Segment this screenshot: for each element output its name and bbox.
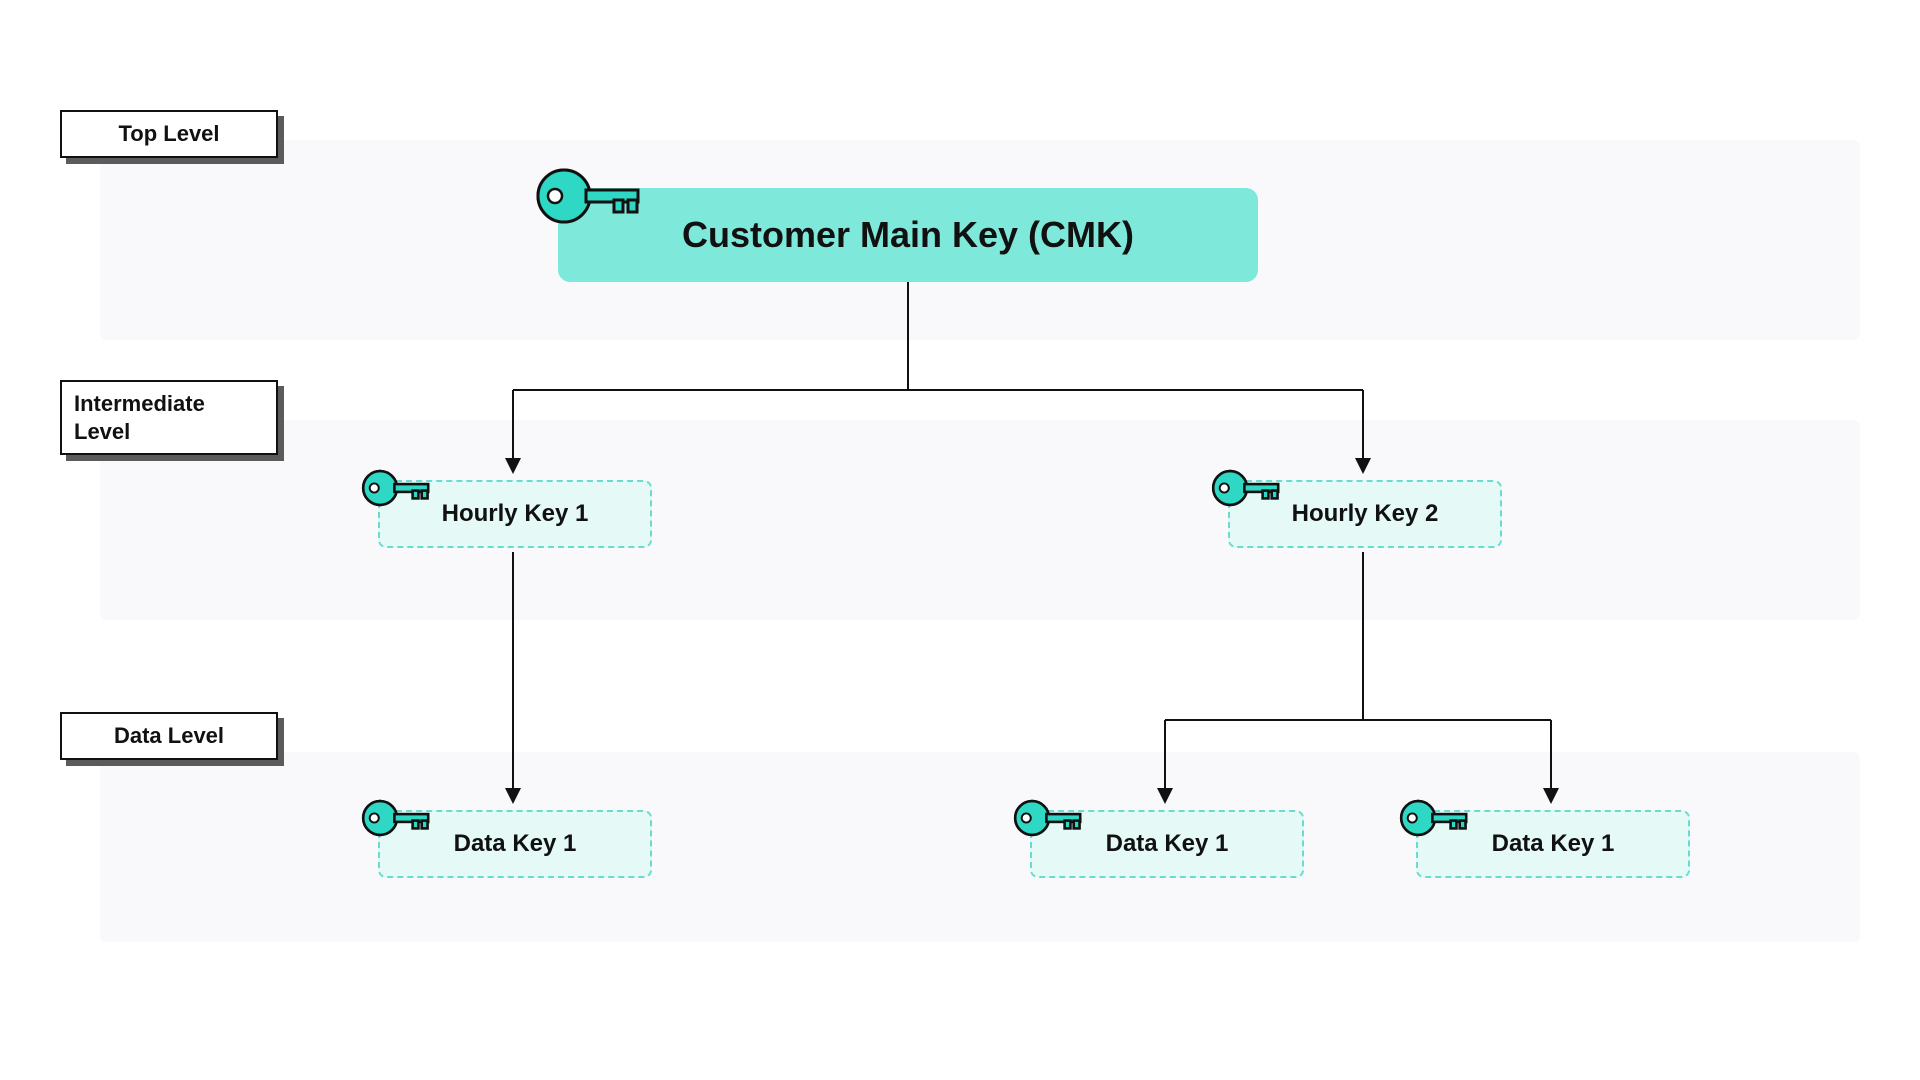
level-label-top-text: Top Level [118, 121, 219, 146]
node-data-key-2: Data Key 1 [1030, 810, 1304, 878]
node-data-key-2-label: Data Key 1 [1106, 830, 1229, 857]
node-data-key-3-label: Data Key 1 [1492, 830, 1615, 857]
node-cmk-label: Customer Main Key (CMK) [682, 214, 1134, 255]
level-label-intermediate-text: Intermediate Level [74, 391, 205, 444]
node-hourly-key-2-label: Hourly Key 2 [1292, 500, 1439, 527]
node-data-key-3: Data Key 1 [1416, 810, 1690, 878]
node-hourly-key-2: Hourly Key 2 [1228, 480, 1502, 548]
level-label-intermediate: Intermediate Level [60, 380, 278, 455]
node-hourly-key-1-label: Hourly Key 1 [442, 500, 589, 527]
diagram-stage: Top Level Intermediate Level Data Level [0, 0, 1920, 1080]
level-label-top: Top Level [60, 110, 278, 158]
level-label-data: Data Level [60, 712, 278, 760]
band-intermediate [100, 420, 1860, 620]
node-cmk: Customer Main Key (CMK) [558, 188, 1258, 282]
node-data-key-1: Data Key 1 [378, 810, 652, 878]
level-label-data-text: Data Level [114, 723, 224, 748]
node-data-key-1-label: Data Key 1 [454, 830, 577, 857]
node-hourly-key-1: Hourly Key 1 [378, 480, 652, 548]
